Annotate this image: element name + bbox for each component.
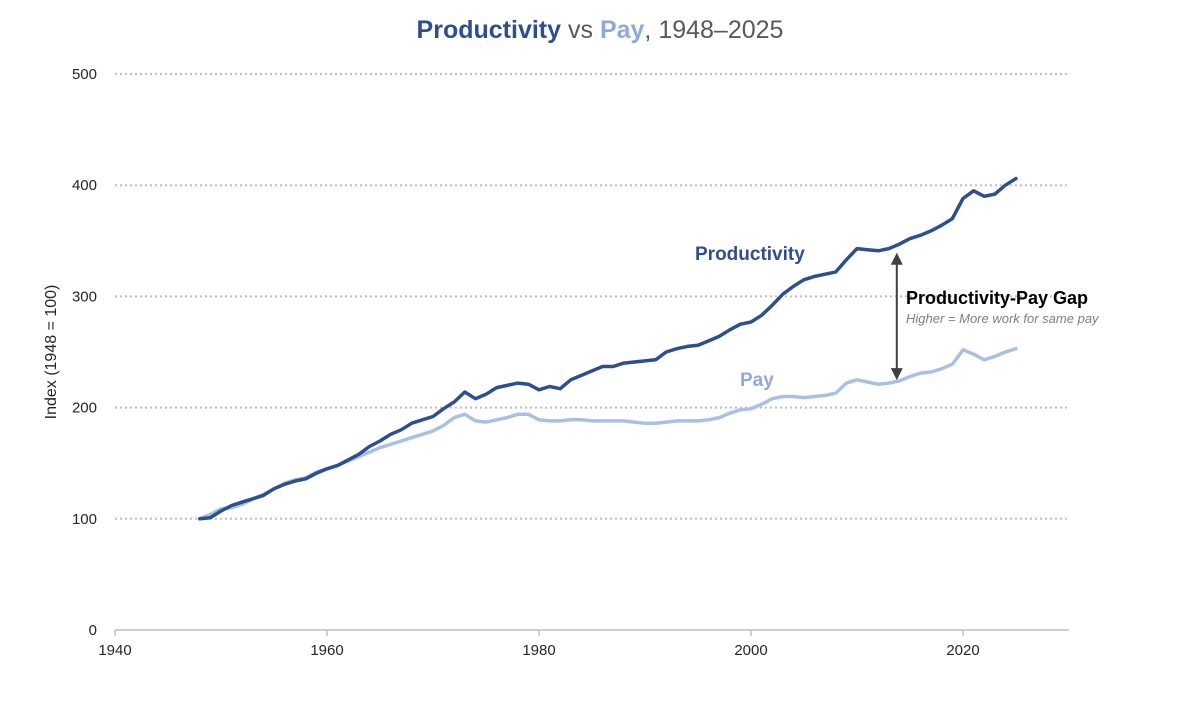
gap-arrow-head-up [890, 252, 903, 265]
x-tick-label: 1980 [522, 642, 555, 659]
x-tick-label: 1960 [310, 642, 343, 659]
x-tick-label: 2000 [734, 642, 767, 659]
y-tick-label: 300 [72, 288, 97, 305]
gap-annotation-title: Productivity-Pay Gap [906, 288, 1088, 308]
title-pay: Pay [599, 16, 645, 44]
chart-title: Productivity vs Pay, 1948–2025 [0, 16, 1200, 45]
productivity-line [198, 176, 1018, 521]
pay-series-label: Pay [740, 370, 774, 391]
title-years: , 1948–2025 [644, 16, 784, 44]
gridlines [115, 73, 1069, 520]
x-tick-label: 1940 [98, 642, 131, 659]
y-axis-title: Index (1948 = 100) [43, 285, 60, 420]
y-tick-label: 100 [72, 511, 97, 528]
gap-arrow-head-down [890, 368, 903, 381]
x-tick-label: 2020 [946, 642, 979, 659]
y-tick-label: 400 [72, 177, 97, 194]
pay-line [198, 346, 1018, 521]
y-tick-label: 500 [72, 66, 97, 83]
title-vs: vs [561, 16, 600, 44]
title-productivity: Productivity [416, 16, 562, 44]
y-tick-label: 200 [72, 400, 97, 417]
annotations [890, 252, 903, 381]
gap-annotation-subtitle: Higher = More work for same pay [906, 311, 1100, 326]
series-lines [198, 176, 1018, 521]
y-tick-label: 0 [89, 622, 97, 639]
productivity-series-label: Productivity [695, 244, 805, 265]
axes: 0 100 200 300 400 500 1940 1960 1980 2000 2020 [72, 66, 1069, 659]
